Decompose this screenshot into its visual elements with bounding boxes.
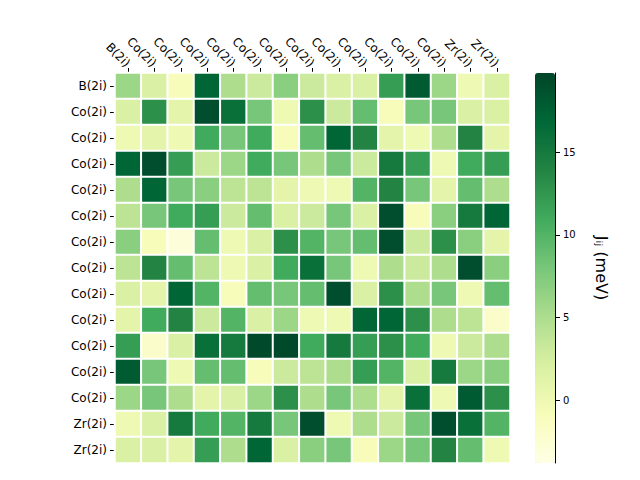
svg-text:B(2i): B(2i): [103, 39, 134, 70]
svg-text:Co(2i): Co(2i): [334, 34, 371, 70]
svg-text:Co(2i): Co(2i): [71, 339, 107, 353]
svg-text:Zr(2i): Zr(2i): [74, 443, 108, 457]
svg-text:Co(2i): Co(2i): [229, 34, 265, 70]
svg-text:0: 0: [563, 395, 569, 406]
svg-text:Co(2i): Co(2i): [71, 287, 107, 301]
svg-text:B(2i): B(2i): [78, 79, 107, 93]
svg-text:Co(2i): Co(2i): [71, 313, 107, 327]
svg-text:Co(2i): Co(2i): [71, 261, 107, 275]
svg-text:Co(2i): Co(2i): [71, 391, 107, 405]
svg-text:Zr(2i): Zr(2i): [442, 36, 476, 70]
svg-text:Co(2i): Co(2i): [71, 183, 107, 197]
svg-text:Co(2i): Co(2i): [255, 34, 292, 70]
svg-text:5: 5: [563, 312, 569, 323]
svg-text:Co(2i): Co(2i): [308, 34, 344, 70]
svg-text:15: 15: [563, 147, 576, 158]
svg-text:Co(2i): Co(2i): [71, 365, 107, 379]
svg-text:Co(2i): Co(2i): [387, 34, 423, 70]
svg-text:Co(2i): Co(2i): [71, 157, 107, 171]
svg-text:Co(2i): Co(2i): [282, 34, 318, 70]
svg-text:10: 10: [563, 229, 576, 240]
svg-text:Co(2i): Co(2i): [150, 34, 186, 70]
svg-text:Co(2i): Co(2i): [176, 34, 213, 70]
svg-text:Co(2i): Co(2i): [71, 209, 107, 223]
svg-text:Co(2i): Co(2i): [71, 131, 107, 145]
svg-text:Co(2i): Co(2i): [203, 34, 239, 70]
svg-text:Co(2i): Co(2i): [124, 34, 160, 70]
svg-text:Zr(2i): Zr(2i): [468, 36, 502, 70]
svg-text:Co(2i): Co(2i): [71, 105, 107, 119]
svg-text:Co(2i): Co(2i): [71, 235, 107, 249]
svg-text:Jᵢⱼ (meV): Jᵢⱼ (meV): [592, 235, 611, 300]
svg-text:Zr(2i): Zr(2i): [74, 417, 108, 431]
svg-text:Co(2i): Co(2i): [361, 34, 397, 70]
svg-text:Co(2i): Co(2i): [414, 35, 449, 70]
